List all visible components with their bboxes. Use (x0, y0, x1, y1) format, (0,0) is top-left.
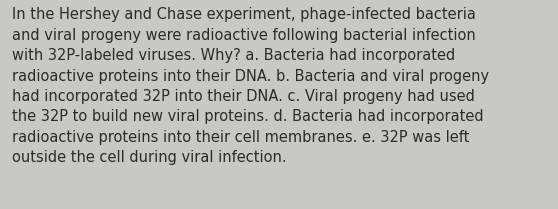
Text: In the Hershey and Chase experiment, phage-infected bacteria
and viral progeny w: In the Hershey and Chase experiment, pha… (12, 7, 489, 165)
